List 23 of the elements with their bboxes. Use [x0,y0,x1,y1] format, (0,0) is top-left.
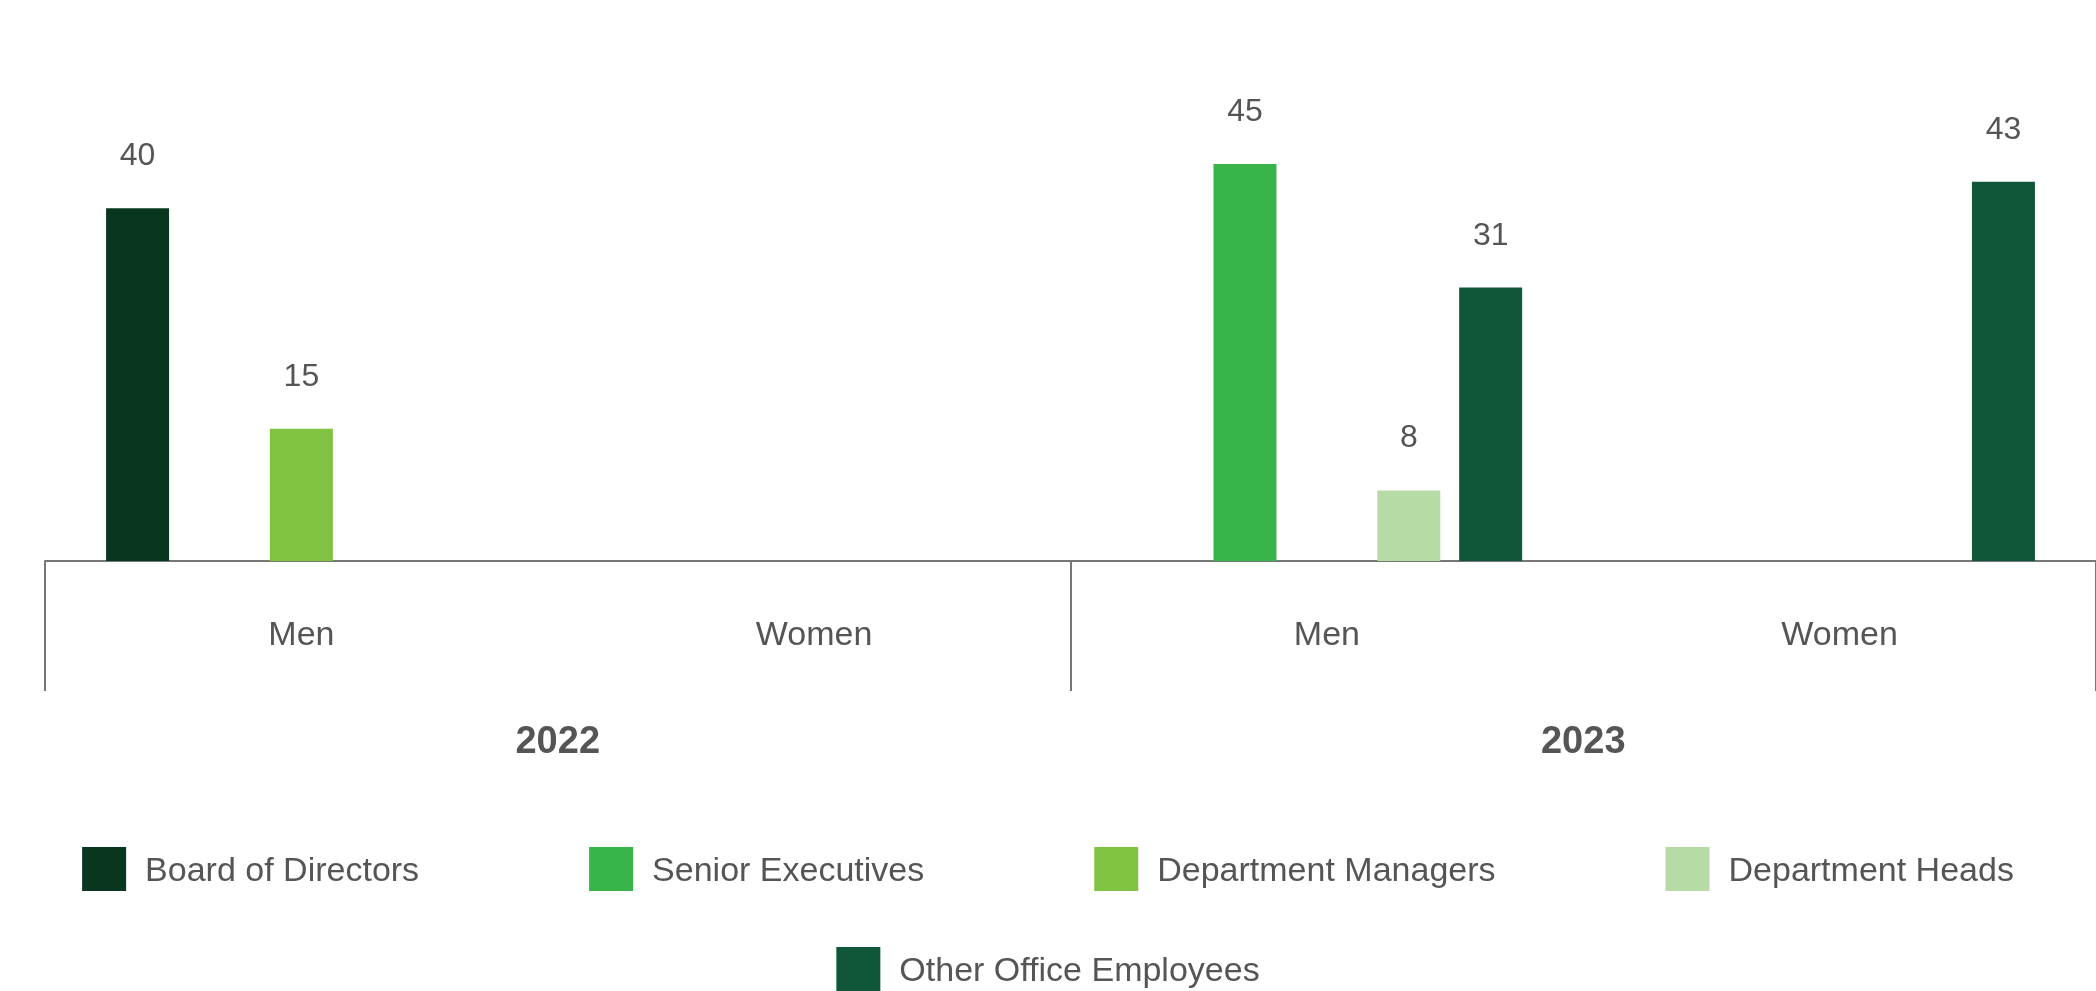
legend-label: Other Office Employees [899,950,1260,988]
bar [1377,490,1441,561]
bar [269,428,333,561]
text: 2022 [515,719,601,761]
bar [1213,164,1277,561]
legend-label: Board of Directors [145,850,420,888]
data-label: 45 [1227,92,1263,129]
x-tick-label: Women [755,614,873,652]
bar [1971,181,2035,561]
data-label: 8 [1399,418,1418,455]
data-label: 15 [283,356,320,393]
x-tick-label: Women [1781,614,1898,652]
text: 2023 [1540,719,1626,761]
legend-label: Department Heads [1728,850,2014,888]
x-tick-label: Men [268,614,335,652]
legend-label: Department Managers [1157,850,1496,888]
legend-label: Senior Executives [652,850,925,888]
data-label: 40 [119,136,156,173]
data-label: 43 [1985,109,2022,146]
bar [106,208,170,561]
bar [1459,287,1523,561]
x-tick-label: Men [1293,614,1360,652]
data-label: 31 [1472,215,1509,252]
